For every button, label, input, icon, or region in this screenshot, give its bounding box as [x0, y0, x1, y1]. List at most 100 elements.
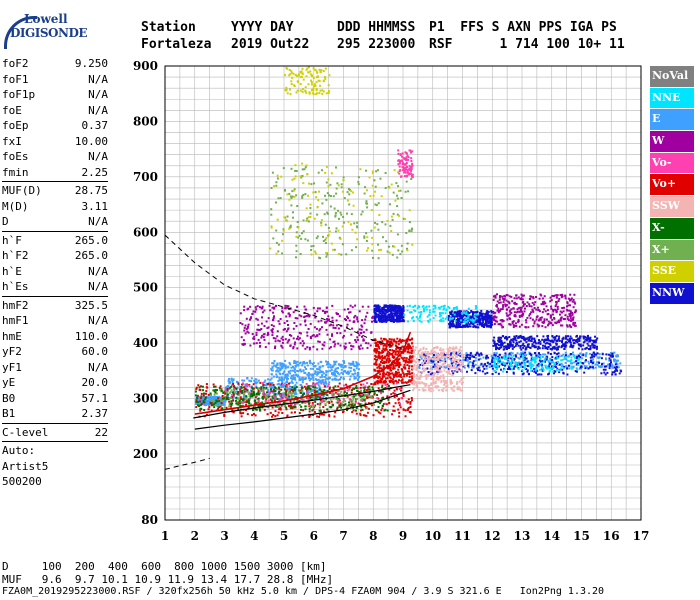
echo-point — [421, 370, 423, 373]
echo-point — [318, 307, 321, 310]
echo-point — [293, 378, 296, 381]
echo-point — [288, 371, 290, 374]
echo-point — [535, 316, 538, 319]
echo-point — [603, 365, 606, 368]
echo-point — [408, 365, 411, 368]
echo-point — [323, 399, 325, 402]
echo-point — [549, 300, 552, 303]
echo-point — [537, 345, 540, 348]
echo-point — [492, 339, 495, 342]
echo-point — [418, 371, 421, 374]
echo-point — [247, 406, 250, 408]
echo-point — [377, 380, 380, 383]
echo-point — [610, 352, 612, 354]
echo-point — [459, 363, 462, 366]
digisonde-logo — [2, 8, 62, 49]
echo-point — [540, 373, 543, 376]
echo-point — [425, 348, 428, 350]
echo-point — [465, 354, 468, 357]
echo-point — [205, 392, 207, 395]
echo-point — [487, 363, 490, 366]
echo-point — [264, 379, 267, 382]
echo-point — [451, 361, 454, 364]
echo-point — [529, 346, 532, 349]
echo-point — [608, 357, 611, 360]
echo-point — [334, 368, 337, 371]
echo-point — [355, 412, 358, 415]
echo-point — [349, 370, 352, 373]
echo-point — [406, 364, 409, 367]
echo-point — [534, 301, 537, 304]
echo-point — [474, 356, 477, 359]
echo-point — [555, 303, 558, 306]
echo-point — [431, 358, 434, 360]
echo-point — [396, 353, 399, 356]
echo-point — [318, 333, 321, 336]
echo-point — [609, 364, 612, 367]
echo-point — [382, 310, 385, 313]
echo-point — [561, 368, 564, 371]
echo-point — [450, 380, 453, 383]
echo-point — [399, 354, 402, 357]
echo-point — [329, 338, 332, 341]
echo-point — [405, 374, 408, 377]
echo-point — [391, 317, 394, 320]
echo-point — [388, 353, 391, 356]
echo-point — [279, 367, 282, 370]
echo-point — [342, 378, 345, 381]
echo-point — [512, 367, 515, 370]
echo-point — [485, 321, 487, 324]
echo-point — [205, 383, 208, 386]
echo-point — [608, 367, 611, 370]
echo-point — [393, 367, 396, 370]
echo-point — [499, 344, 502, 347]
echo-point — [357, 372, 360, 375]
echo-point — [402, 316, 405, 319]
echo-point — [566, 367, 568, 370]
echo-point — [273, 315, 275, 318]
echo-point — [308, 314, 311, 317]
echo-point — [592, 358, 595, 361]
echo-point — [491, 373, 494, 375]
echo-point — [453, 357, 456, 360]
echo-point — [251, 414, 254, 417]
echo-point — [293, 385, 296, 388]
echo-point — [442, 377, 445, 380]
echo-point — [569, 310, 572, 313]
echo-point — [517, 320, 520, 323]
echo-point — [458, 348, 461, 351]
echo-point — [451, 370, 454, 373]
echo-point — [499, 360, 502, 363]
echo-point — [494, 342, 497, 345]
echo-point — [315, 378, 317, 381]
echo-point — [552, 295, 555, 297]
param-separator — [2, 295, 108, 297]
echo-point — [385, 342, 388, 345]
echo-point — [375, 309, 378, 311]
echo-point — [287, 388, 290, 391]
echo-point — [601, 363, 603, 366]
echo-point — [347, 308, 350, 311]
echo-point — [332, 324, 335, 327]
echo-point — [499, 319, 502, 322]
echo-point — [497, 311, 500, 314]
echo-point — [365, 328, 368, 331]
echo-point — [377, 350, 380, 353]
echo-point — [307, 328, 310, 330]
echo-point — [348, 319, 351, 322]
echo-point — [429, 357, 432, 360]
echo-point — [400, 386, 403, 389]
echo-point — [299, 323, 302, 326]
echo-point — [286, 305, 289, 308]
echo-point — [282, 363, 285, 366]
echo-point — [257, 405, 260, 408]
echo-point — [418, 381, 421, 384]
echo-point — [221, 395, 224, 397]
echo-point — [563, 318, 566, 320]
echo-point — [473, 311, 476, 314]
echo-point — [472, 366, 475, 369]
echo-point — [589, 356, 592, 359]
echo-point — [569, 317, 572, 320]
echo-point — [528, 314, 531, 317]
echo-point — [432, 354, 435, 356]
